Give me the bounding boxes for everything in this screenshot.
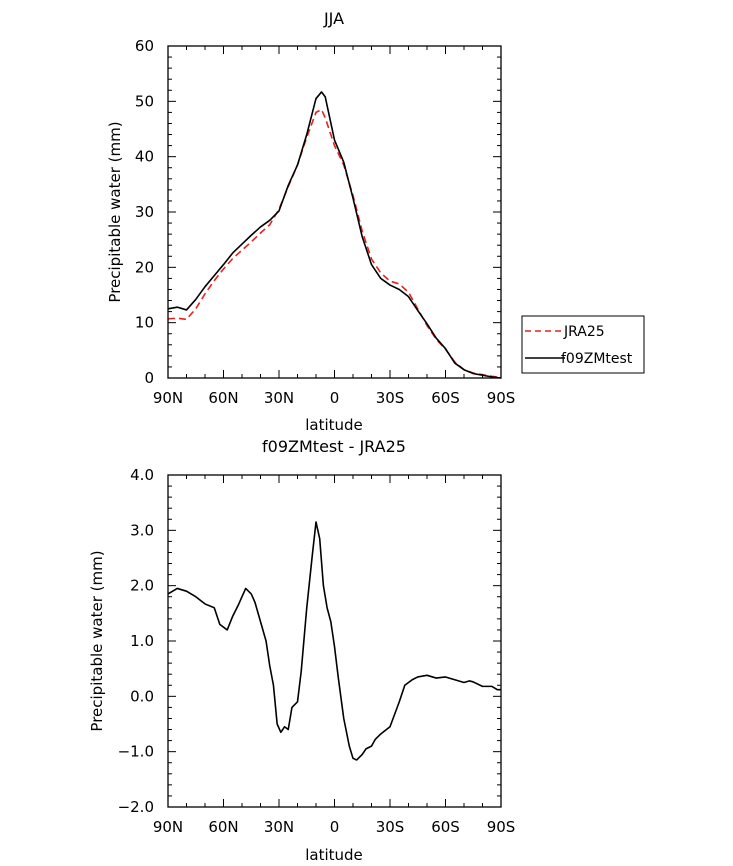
x-tick-label: 0 [330, 389, 340, 407]
y-tick-label: 60 [135, 37, 154, 55]
bottom-ticks: 90N 60N 30N 0 30S 60S 90S −2.0 −1.0 0.0 1.0 2.0 3.0 4… [118, 466, 516, 836]
y-tick-label: 50 [135, 92, 154, 110]
y-tick-label: 0 [144, 369, 154, 387]
bottom-plot-content [167, 521, 501, 761]
y-tick-label: −2.0 [118, 798, 154, 816]
bottom-panel: f09ZMtest - JRA25 90N 60N 30N 0 30S 60S 90S −2.… [88, 437, 515, 864]
top-y-axis-label: Precipitable water (mm) [106, 121, 124, 302]
top-panel: JJA 90N 60N 30N 0 30S 60S 90S 0 10 20 30 40 50 60 lat… [106, 9, 645, 434]
y-tick-label: 10 [135, 314, 154, 332]
x-tick-label: 30N [264, 818, 294, 836]
bottom-plot-frame [167, 474, 502, 808]
legend-label-jra25: JRA25 [563, 324, 605, 340]
x-tick-label: 90N [153, 818, 183, 836]
bottom-y-axis-label: Precipitable water (mm) [88, 550, 106, 731]
series-line-difference [167, 521, 501, 761]
x-tick-label: 60S [431, 389, 460, 407]
bottom-x-axis-label: latitude [305, 846, 363, 864]
top-ticks: 90N 60N 30N 0 30S 60S 90S 0 10 20 30 40 50 60 [135, 37, 515, 407]
y-tick-label: 3.0 [130, 521, 154, 539]
x-tick-label: 0 [330, 818, 340, 836]
y-tick-label: 40 [135, 148, 154, 166]
x-tick-label: 60N [208, 818, 238, 836]
x-tick-label: 90S [487, 818, 516, 836]
top-title: JJA [323, 9, 344, 28]
top-plot-frame [167, 45, 502, 379]
legend-box [521, 315, 645, 374]
x-tick-label: 30S [376, 389, 405, 407]
top-x-axis-label: latitude [305, 416, 363, 434]
series-line-jra25 [167, 108, 502, 379]
x-tick-label: 30N [264, 389, 294, 407]
x-tick-label: 90S [487, 389, 516, 407]
x-tick-label: 90N [153, 389, 183, 407]
y-tick-label: 20 [135, 258, 154, 276]
y-tick-label: 30 [135, 203, 154, 221]
y-tick-label: −1.0 [118, 743, 154, 761]
y-tick-label: 2.0 [130, 577, 154, 595]
y-tick-label: 4.0 [130, 466, 154, 484]
legend-label-f09zmtest: f09ZMtest [561, 351, 633, 367]
top-plot-content [167, 91, 502, 379]
x-tick-label: 60N [208, 389, 238, 407]
bottom-title: f09ZMtest - JRA25 [262, 437, 406, 456]
x-tick-label: 60S [431, 818, 460, 836]
legend: JRA25 f09ZMtest [521, 315, 645, 374]
y-tick-label: 0.0 [130, 687, 154, 705]
y-tick-label: 1.0 [130, 632, 154, 650]
series-line-f09zmtest [167, 91, 502, 379]
x-tick-label: 30S [376, 818, 405, 836]
